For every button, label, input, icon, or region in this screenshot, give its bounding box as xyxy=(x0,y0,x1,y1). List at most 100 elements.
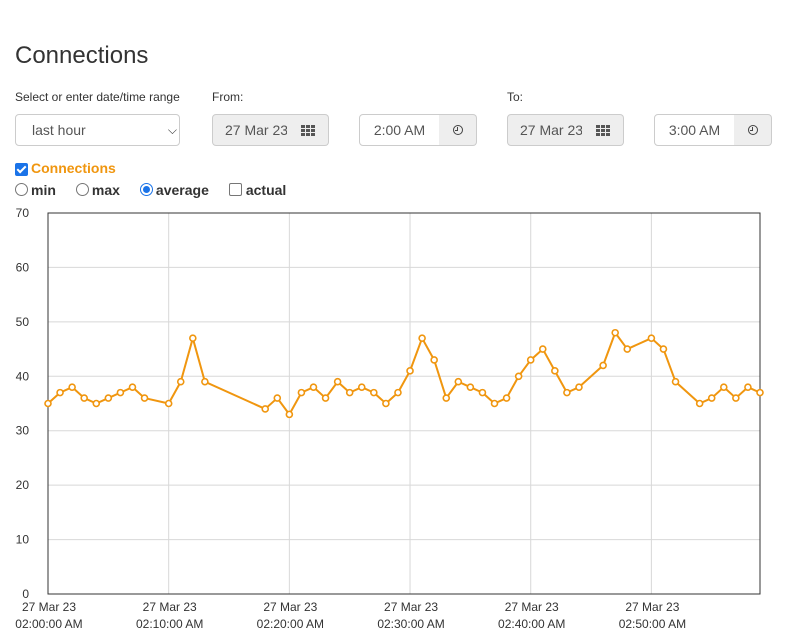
data-point xyxy=(176,377,185,386)
y-tick-label: 70 xyxy=(16,206,30,220)
to-date-picker-button[interactable] xyxy=(582,114,624,146)
data-point xyxy=(466,383,475,391)
data-point xyxy=(297,388,306,397)
actual-label: actual xyxy=(245,182,287,198)
x-tick-label: 02:40:00 AM xyxy=(498,617,565,631)
data-point xyxy=(430,356,438,364)
from-date-input[interactable]: 27 Mar 23 xyxy=(212,114,288,146)
data-point xyxy=(56,388,64,397)
data-point xyxy=(394,388,402,397)
data-point xyxy=(418,334,426,342)
data-point xyxy=(370,388,378,397)
average-radio[interactable] xyxy=(139,182,153,196)
data-point xyxy=(551,367,559,375)
calendar-grid-icon xyxy=(300,124,315,136)
data-point xyxy=(442,394,451,402)
min-label: min xyxy=(31,182,56,198)
data-point xyxy=(285,410,294,419)
data-point xyxy=(611,328,619,337)
x-tick-label: 27 Mar 23 xyxy=(625,600,679,614)
actual-option[interactable]: actual xyxy=(228,182,287,198)
y-tick-label: 60 xyxy=(16,260,30,274)
x-tick-label: 27 Mar 23 xyxy=(143,600,197,614)
from-time-input[interactable]: 2:00 AM xyxy=(359,114,440,146)
data-point xyxy=(695,399,704,408)
to-time-picker-button[interactable] xyxy=(734,114,772,146)
data-point xyxy=(104,394,113,402)
min-option[interactable]: min xyxy=(15,182,56,198)
data-point xyxy=(273,394,282,402)
from-label: From: xyxy=(212,90,244,104)
average-option[interactable]: average xyxy=(139,182,209,198)
connections-toggle-label: Connections xyxy=(31,160,116,176)
x-tick-label: 02:50:00 AM xyxy=(619,617,686,631)
y-tick-label: 10 xyxy=(16,533,30,547)
data-point xyxy=(80,394,89,402)
data-point xyxy=(538,345,547,353)
y-tick-label: 0 xyxy=(22,587,29,601)
x-tick-label: 27 Mar 23 xyxy=(384,600,438,614)
data-point xyxy=(454,377,463,386)
data-point xyxy=(514,372,523,381)
to-label: To: xyxy=(507,90,524,104)
y-tick-label: 20 xyxy=(16,478,30,492)
data-point xyxy=(732,394,740,402)
x-tick-label: 02:10:00 AM xyxy=(136,617,203,631)
data-point xyxy=(563,388,571,397)
data-point xyxy=(599,361,607,370)
data-point xyxy=(406,367,414,375)
data-point xyxy=(189,334,197,342)
x-tick-label: 27 Mar 23 xyxy=(22,600,76,614)
data-point xyxy=(44,399,52,408)
range-label: Select or enter date/time range xyxy=(15,90,180,104)
data-point xyxy=(575,383,583,391)
to-date-input[interactable]: 27 Mar 23 xyxy=(507,114,583,146)
data-point xyxy=(382,399,390,408)
connections-checkbox[interactable] xyxy=(15,162,28,176)
clock-icon xyxy=(452,125,463,135)
data-point xyxy=(744,383,752,391)
data-point xyxy=(707,394,716,402)
x-tick-label: 02:20:00 AM xyxy=(257,617,324,631)
plot-frame xyxy=(47,212,761,595)
average-label: average xyxy=(155,182,209,198)
actual-checkbox[interactable] xyxy=(228,182,242,196)
max-radio[interactable] xyxy=(75,182,89,196)
data-point xyxy=(526,356,535,364)
max-option[interactable]: max xyxy=(75,182,120,198)
calendar-grid-icon xyxy=(595,124,610,136)
data-point xyxy=(68,383,76,391)
data-point xyxy=(309,383,318,391)
from-time-picker-button[interactable] xyxy=(439,114,477,146)
data-point xyxy=(719,383,728,391)
data-point xyxy=(164,399,173,408)
y-tick-label: 40 xyxy=(16,369,30,383)
x-tick-label: 27 Mar 23 xyxy=(263,600,317,614)
max-label: max xyxy=(91,182,120,198)
connections-toggle[interactable]: Connections xyxy=(15,160,116,176)
min-radio[interactable] xyxy=(15,182,28,196)
data-point xyxy=(201,377,209,386)
data-point xyxy=(128,383,137,391)
x-tick-label: 27 Mar 23 xyxy=(505,600,559,614)
from-date-picker-button[interactable] xyxy=(287,114,329,146)
data-point xyxy=(345,388,354,397)
data-point xyxy=(647,334,656,342)
range-select-value: last hour xyxy=(32,122,86,138)
data-point xyxy=(478,388,487,397)
series-line xyxy=(47,331,761,416)
data-point xyxy=(490,399,499,408)
data-point xyxy=(659,345,668,353)
to-time-input[interactable]: 3:00 AM xyxy=(654,114,735,146)
page-title: Connections xyxy=(15,42,149,69)
range-select[interactable]: last hour ⌵ xyxy=(15,114,180,146)
x-tick-label: 02:30:00 AM xyxy=(377,617,444,631)
data-point xyxy=(92,399,101,408)
chevron-down-icon: ⌵ xyxy=(167,123,177,137)
data-point xyxy=(357,383,366,391)
data-point xyxy=(671,377,680,386)
y-tick-label: 30 xyxy=(16,424,30,438)
data-point xyxy=(756,388,764,397)
data-point xyxy=(140,394,149,402)
